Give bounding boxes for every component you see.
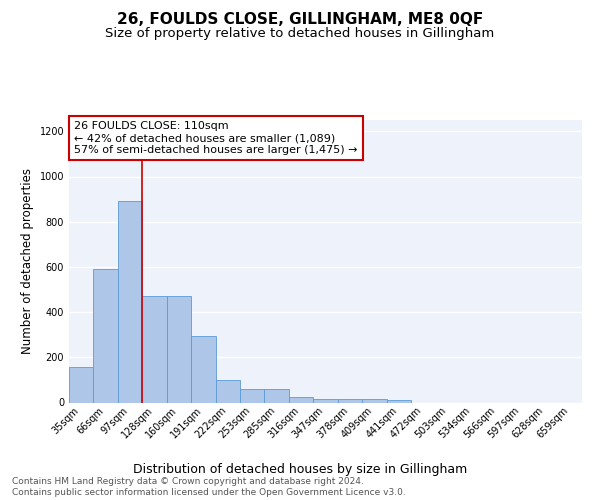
Text: Size of property relative to detached houses in Gillingham: Size of property relative to detached ho…: [106, 28, 494, 40]
Text: 26 FOULDS CLOSE: 110sqm
← 42% of detached houses are smaller (1,089)
57% of semi: 26 FOULDS CLOSE: 110sqm ← 42% of detache…: [74, 122, 358, 154]
Bar: [386, 400, 411, 402]
Text: Contains HM Land Registry data © Crown copyright and database right 2024.
Contai: Contains HM Land Registry data © Crown c…: [12, 478, 406, 497]
Bar: [289, 396, 313, 402]
Bar: [313, 400, 338, 402]
Bar: [338, 400, 362, 402]
Bar: [362, 400, 386, 402]
Bar: [167, 296, 191, 403]
Bar: [142, 296, 167, 403]
Text: 26, FOULDS CLOSE, GILLINGHAM, ME8 0QF: 26, FOULDS CLOSE, GILLINGHAM, ME8 0QF: [117, 12, 483, 28]
Bar: [69, 368, 94, 402]
Bar: [240, 390, 265, 402]
Bar: [215, 380, 240, 402]
Bar: [265, 390, 289, 402]
Bar: [94, 269, 118, 402]
Bar: [118, 200, 142, 402]
Text: Distribution of detached houses by size in Gillingham: Distribution of detached houses by size …: [133, 462, 467, 475]
Y-axis label: Number of detached properties: Number of detached properties: [21, 168, 34, 354]
Bar: [191, 336, 215, 402]
